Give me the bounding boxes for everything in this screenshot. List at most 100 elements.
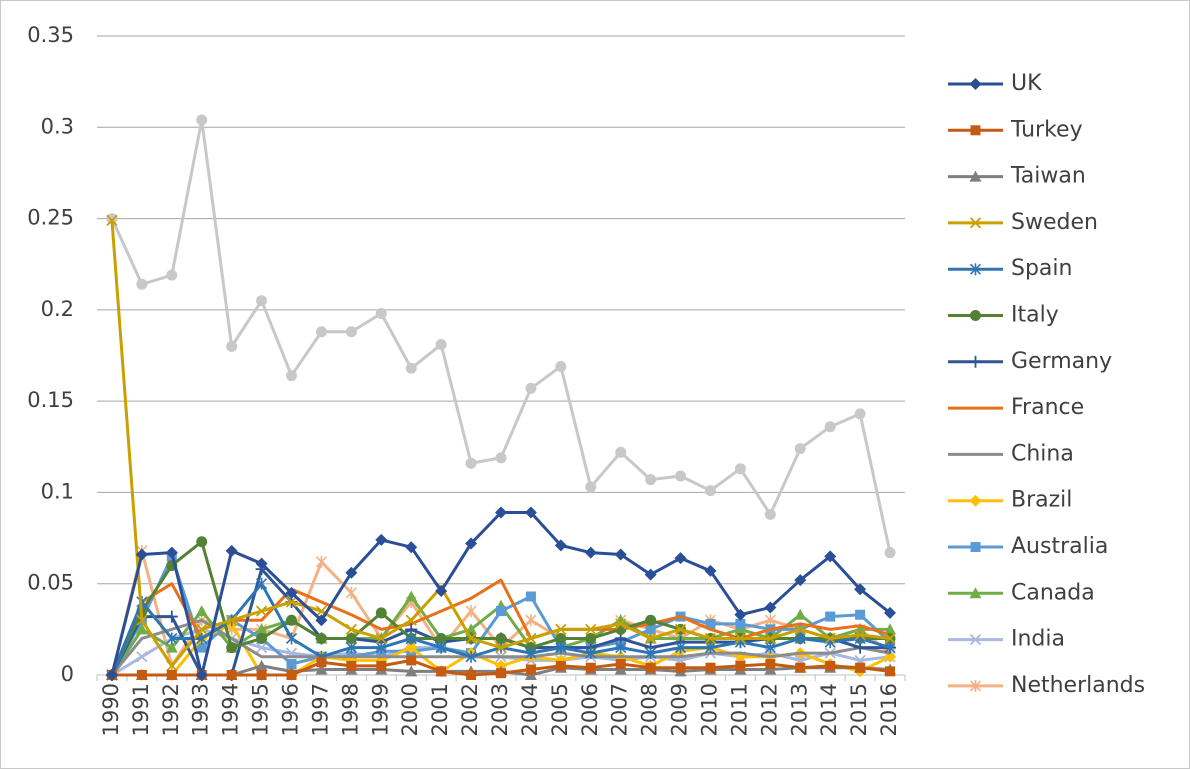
point: [794, 632, 806, 645]
x-tick-label: 2003: [488, 683, 512, 736]
point: [645, 624, 656, 635]
point: [345, 623, 358, 635]
point: [969, 494, 982, 507]
point: [854, 408, 866, 420]
legend-label: Spain: [1011, 256, 1072, 281]
point: [495, 641, 507, 654]
point: [136, 670, 147, 680]
point: [884, 632, 896, 645]
point: [969, 217, 982, 229]
point: [555, 360, 567, 372]
point: [106, 213, 118, 225]
point: [375, 533, 388, 546]
legend-item: Netherlands: [948, 673, 1145, 698]
x-tick-label: 2015: [847, 683, 871, 736]
point: [825, 660, 836, 671]
point: [885, 666, 896, 677]
plot-area: [105, 114, 897, 681]
point: [195, 605, 208, 617]
point: [794, 443, 806, 455]
legend-label: Taiwan: [1010, 164, 1086, 189]
legend-label: India: [1011, 627, 1065, 652]
point: [645, 647, 657, 660]
point: [405, 665, 418, 677]
point: [435, 641, 447, 654]
x-tick-label: 2001: [428, 683, 452, 736]
point: [764, 614, 776, 627]
x-tick-label: 2010: [697, 683, 721, 736]
point: [614, 548, 627, 561]
x-tick-label: 1990: [99, 683, 123, 736]
point: [884, 606, 897, 619]
legend-label: Italy: [1011, 303, 1059, 328]
point: [406, 655, 417, 666]
legend-item: Australia: [948, 534, 1108, 559]
point: [435, 339, 447, 351]
point: [764, 601, 777, 614]
x-tick-label: 2009: [668, 683, 692, 736]
x-tick-label: 2011: [727, 683, 751, 736]
point: [854, 583, 867, 596]
x-tick-label: 1993: [189, 683, 213, 736]
point: [765, 659, 776, 670]
legend-item: Taiwan: [948, 164, 1086, 189]
point: [256, 670, 267, 680]
point: [405, 590, 418, 602]
point: [135, 548, 148, 561]
point: [226, 340, 238, 352]
point: [256, 295, 268, 307]
point: [970, 542, 981, 552]
point: [315, 663, 328, 675]
point: [525, 664, 536, 675]
point: [554, 539, 567, 552]
x-tick-label: 1996: [279, 683, 303, 736]
point: [555, 660, 566, 671]
point: [969, 355, 982, 368]
point: [705, 662, 716, 673]
point: [824, 421, 836, 433]
point: [286, 614, 298, 626]
point: [525, 591, 536, 602]
y-tick-label: 0.25: [27, 206, 74, 230]
point: [286, 670, 297, 680]
point: [196, 642, 207, 653]
point: [525, 647, 537, 660]
point: [346, 660, 357, 671]
point: [585, 662, 596, 673]
point: [555, 641, 567, 654]
point: [615, 618, 627, 630]
point: [764, 508, 776, 520]
point: [704, 632, 717, 645]
y-tick-label: 0.2: [41, 297, 74, 321]
legend-item: Turkey: [948, 117, 1083, 142]
legend-label: Germany: [1011, 349, 1112, 374]
point: [585, 632, 597, 644]
point: [135, 623, 148, 635]
x-tick-label: 2014: [817, 683, 841, 736]
x-tick-label: 2005: [548, 683, 572, 736]
point: [405, 641, 418, 654]
point: [585, 481, 597, 493]
point: [794, 608, 807, 620]
point: [704, 564, 717, 577]
point: [969, 587, 982, 599]
point: [704, 641, 717, 654]
legend-label: Netherlands: [1011, 673, 1145, 698]
point: [764, 641, 776, 654]
point: [166, 632, 178, 645]
point: [465, 632, 477, 645]
x-tick-label: 1997: [308, 683, 332, 736]
point: [970, 125, 981, 136]
point: [645, 614, 657, 626]
y-tick-label: 0.1: [41, 479, 74, 503]
x-tick-label: 2004: [518, 683, 542, 736]
point: [855, 662, 866, 673]
x-tick-label: 2000: [398, 683, 422, 736]
point: [405, 632, 417, 645]
point: [226, 670, 237, 680]
series: [106, 214, 896, 672]
point: [345, 632, 357, 644]
point: [615, 446, 627, 458]
